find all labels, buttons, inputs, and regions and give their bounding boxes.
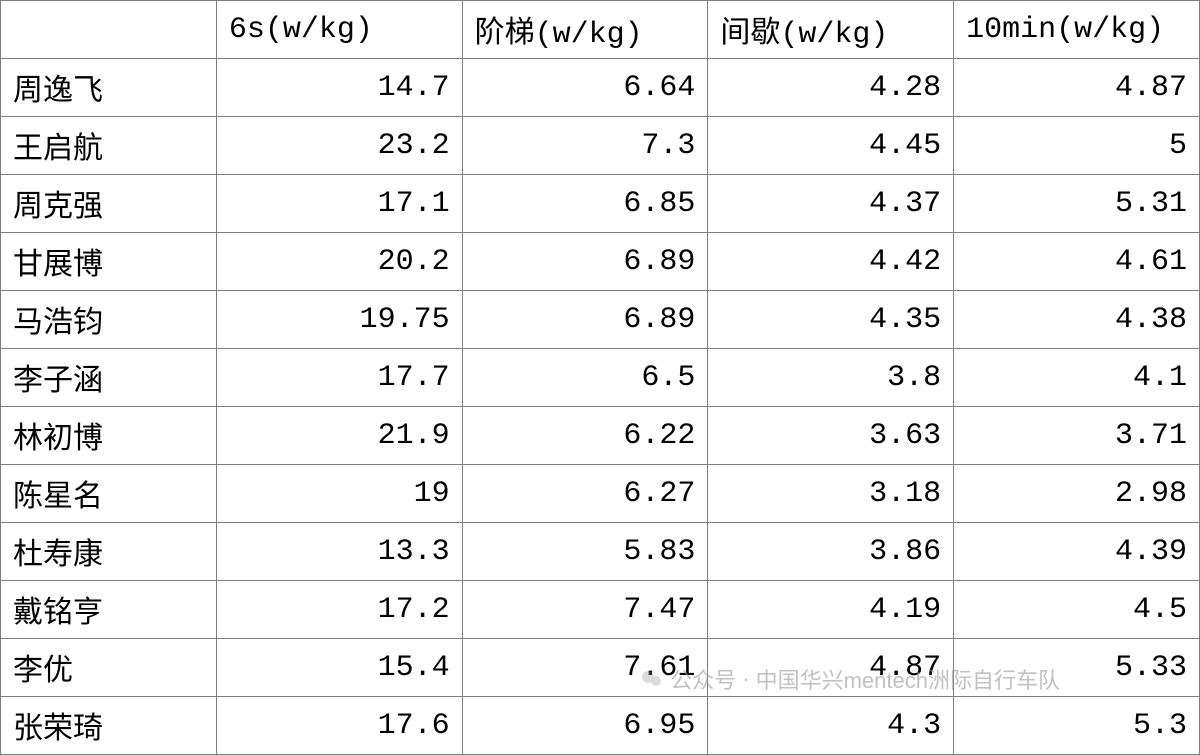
cell-value: 6.64 <box>462 59 708 117</box>
cell-value: 4.19 <box>708 581 954 639</box>
watermark: 公众号 · 中国华兴mentech洲际自行车队 <box>640 663 1060 695</box>
cell-value: 4.45 <box>708 117 954 175</box>
wechat-icon <box>640 667 664 691</box>
table-row: 陈星名196.273.182.98 <box>1 465 1200 523</box>
cell-value: 17.6 <box>216 697 462 755</box>
cell-name: 周克强 <box>1 175 217 233</box>
table-row: 杜寿康13.35.833.864.39 <box>1 523 1200 581</box>
cell-value: 4.39 <box>954 523 1200 581</box>
header-row: 6s(w/kg) 阶梯(w/kg) 间歇(w/kg) 10min(w/kg) <box>1 1 1200 59</box>
cell-value: 7.47 <box>462 581 708 639</box>
cell-value: 20.2 <box>216 233 462 291</box>
table-row: 李子涵17.76.53.84.1 <box>1 349 1200 407</box>
table-row: 周克强17.16.854.375.31 <box>1 175 1200 233</box>
cell-value: 5.83 <box>462 523 708 581</box>
table-row: 戴铭亨17.27.474.194.5 <box>1 581 1200 639</box>
cell-value: 17.2 <box>216 581 462 639</box>
table-row: 周逸飞14.76.644.284.87 <box>1 59 1200 117</box>
cell-value: 4.38 <box>954 291 1200 349</box>
cell-value: 4.3 <box>708 697 954 755</box>
cell-value: 5 <box>954 117 1200 175</box>
cell-value: 7.3 <box>462 117 708 175</box>
cell-value: 19 <box>216 465 462 523</box>
cell-value: 19.75 <box>216 291 462 349</box>
header-10min: 10min(w/kg) <box>954 1 1200 59</box>
cell-value: 6.27 <box>462 465 708 523</box>
cell-value: 6.22 <box>462 407 708 465</box>
cell-name: 马浩钧 <box>1 291 217 349</box>
cell-value: 14.7 <box>216 59 462 117</box>
watermark-separator: · <box>742 666 749 692</box>
cell-value: 4.35 <box>708 291 954 349</box>
cell-value: 17.1 <box>216 175 462 233</box>
cell-name: 张荣琦 <box>1 697 217 755</box>
cell-value: 23.2 <box>216 117 462 175</box>
cell-value: 3.86 <box>708 523 954 581</box>
cell-value: 6.5 <box>462 349 708 407</box>
cell-name: 李子涵 <box>1 349 217 407</box>
cell-name: 李优 <box>1 639 217 697</box>
cell-value: 4.87 <box>954 59 1200 117</box>
cell-value: 4.61 <box>954 233 1200 291</box>
cell-name: 甘展博 <box>1 233 217 291</box>
cell-value: 15.4 <box>216 639 462 697</box>
cell-value: 4.5 <box>954 581 1200 639</box>
cell-value: 17.7 <box>216 349 462 407</box>
cell-value: 2.98 <box>954 465 1200 523</box>
cell-value: 3.18 <box>708 465 954 523</box>
table-row: 甘展博20.26.894.424.61 <box>1 233 1200 291</box>
cell-value: 5.31 <box>954 175 1200 233</box>
cell-value: 13.3 <box>216 523 462 581</box>
table-row: 王启航23.27.34.455 <box>1 117 1200 175</box>
cell-value: 6.89 <box>462 291 708 349</box>
cell-value: 4.1 <box>954 349 1200 407</box>
table-header: 6s(w/kg) 阶梯(w/kg) 间歇(w/kg) 10min(w/kg) <box>1 1 1200 59</box>
header-stair: 阶梯(w/kg) <box>462 1 708 59</box>
power-data-table: 6s(w/kg) 阶梯(w/kg) 间歇(w/kg) 10min(w/kg) 周… <box>0 0 1200 755</box>
cell-name: 周逸飞 <box>1 59 217 117</box>
cell-value: 4.28 <box>708 59 954 117</box>
cell-name: 王启航 <box>1 117 217 175</box>
cell-value: 6.89 <box>462 233 708 291</box>
header-6s: 6s(w/kg) <box>216 1 462 59</box>
table-row: 马浩钧19.756.894.354.38 <box>1 291 1200 349</box>
cell-value: 4.37 <box>708 175 954 233</box>
table-row: 张荣琦17.66.954.35.3 <box>1 697 1200 755</box>
cell-name: 陈星名 <box>1 465 217 523</box>
cell-value: 3.8 <box>708 349 954 407</box>
table-body: 周逸飞14.76.644.284.87王启航23.27.34.455周克强17.… <box>1 59 1200 755</box>
cell-value: 6.95 <box>462 697 708 755</box>
header-interval: 间歇(w/kg) <box>708 1 954 59</box>
cell-value: 5.3 <box>954 697 1200 755</box>
watermark-label: 公众号 <box>670 663 736 695</box>
watermark-text: 中国华兴mentech洲际自行车队 <box>756 663 1060 695</box>
table-row: 林初博21.96.223.633.71 <box>1 407 1200 465</box>
cell-name: 戴铭亨 <box>1 581 217 639</box>
cell-value: 3.71 <box>954 407 1200 465</box>
cell-value: 3.63 <box>708 407 954 465</box>
cell-value: 6.85 <box>462 175 708 233</box>
cell-value: 21.9 <box>216 407 462 465</box>
cell-name: 杜寿康 <box>1 523 217 581</box>
cell-value: 4.42 <box>708 233 954 291</box>
cell-name: 林初博 <box>1 407 217 465</box>
header-name <box>1 1 217 59</box>
